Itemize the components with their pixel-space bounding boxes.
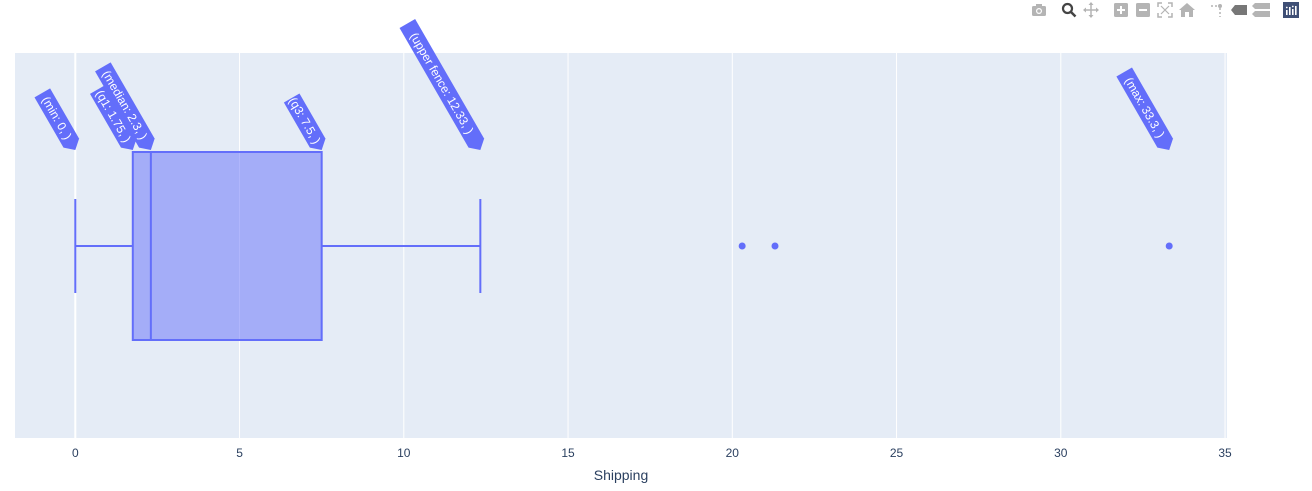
download-plot-button[interactable] [1028,0,1050,20]
reset-axes-button[interactable] [1176,0,1198,20]
minus-square-icon [1136,3,1150,17]
x-tick-label: 5 [236,446,243,460]
x-tick-label: 35 [1218,446,1232,460]
box-trace[interactable] [74,151,482,341]
annotation-box [399,19,485,150]
box-iqr[interactable] [131,151,323,341]
plotly-logo-icon [1283,2,1299,18]
pan-button[interactable] [1080,0,1102,20]
pan-icon [1083,2,1099,18]
annotation-box [283,93,326,150]
x-tick-label: 15 [561,446,575,460]
hover-closest-button[interactable] [1228,0,1250,20]
x-axis-title: Shipping [594,467,649,483]
x-tick-label: 0 [72,446,79,460]
home-icon [1179,3,1195,17]
zoom-out-button[interactable] [1132,0,1154,20]
plus-square-icon [1114,3,1128,17]
outlier-point[interactable] [738,242,746,250]
annotation-box [89,84,137,150]
camera-icon [1031,3,1047,17]
annotation-box [34,88,80,150]
modebar [1028,0,1302,20]
spikeline-icon [1210,2,1224,18]
x-tick-label: 30 [1054,446,1068,460]
zoom-icon [1061,2,1077,18]
spike-lines-button[interactable] [1206,0,1228,20]
zoom-in-button[interactable] [1110,0,1132,20]
autoscale-button[interactable] [1154,0,1176,20]
outlier-points[interactable] [738,242,1173,250]
x-tick-label: 10 [397,446,411,460]
x-axis-ticks: 0 5 10 15 20 25 30 35 [72,446,1232,460]
outlier-point[interactable] [771,242,779,250]
tag-icon [1231,5,1247,15]
hover-compare-button[interactable] [1250,0,1272,20]
zoom-button[interactable] [1058,0,1080,20]
x-tick-label: 25 [890,446,904,460]
plotly-logo-button[interactable] [1280,0,1302,20]
outlier-point[interactable] [1165,242,1173,250]
x-tick-label: 20 [726,446,740,460]
autoscale-icon [1157,2,1173,18]
annotation-box [95,62,155,150]
annotation-box [1116,67,1173,150]
tags-icon [1252,3,1270,17]
